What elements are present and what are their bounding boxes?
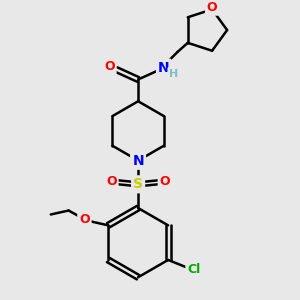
- Text: O: O: [207, 1, 218, 14]
- Text: O: O: [104, 60, 115, 73]
- Text: N: N: [158, 61, 170, 75]
- Text: O: O: [106, 175, 117, 188]
- Text: O: O: [79, 213, 90, 226]
- Text: S: S: [133, 177, 143, 191]
- Text: N: N: [132, 154, 144, 168]
- Text: H: H: [169, 69, 178, 79]
- Text: Cl: Cl: [187, 263, 200, 276]
- Text: O: O: [160, 175, 170, 188]
- Text: N: N: [132, 154, 144, 168]
